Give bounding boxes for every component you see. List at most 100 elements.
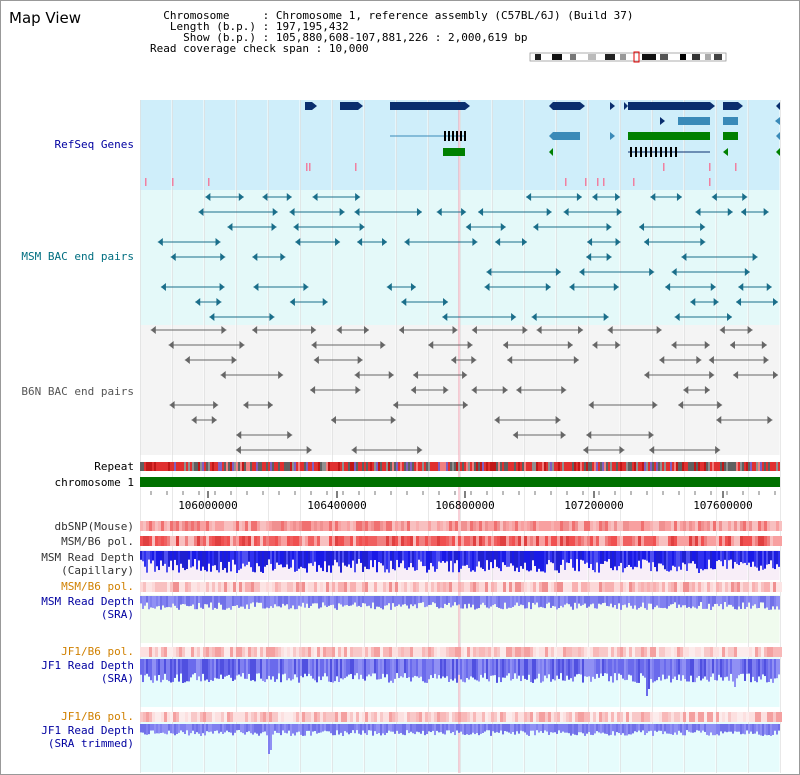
heat-cell bbox=[650, 521, 653, 531]
heat-cell bbox=[749, 712, 752, 722]
heat-cell bbox=[710, 647, 713, 657]
heat-cell bbox=[332, 521, 335, 531]
depth-bar bbox=[470, 724, 472, 735]
depth-bar bbox=[454, 551, 456, 564]
depth-bar bbox=[184, 724, 186, 734]
repeat-element bbox=[734, 462, 736, 471]
repeat-element bbox=[226, 462, 228, 471]
heat-cell bbox=[296, 521, 299, 531]
depth-bar bbox=[758, 659, 760, 677]
heat-cell bbox=[698, 521, 701, 531]
depth-bar bbox=[420, 724, 422, 734]
depth-bar bbox=[184, 659, 186, 683]
heat-cell bbox=[494, 712, 497, 722]
depth-bar bbox=[390, 551, 392, 561]
heat-cell bbox=[212, 712, 215, 722]
gene-arrow bbox=[776, 102, 780, 110]
heat-cell bbox=[731, 521, 734, 531]
depth-bar bbox=[702, 724, 704, 731]
depth-bar bbox=[380, 724, 382, 736]
repeat-element bbox=[706, 462, 708, 471]
depth-bar bbox=[776, 724, 778, 735]
heat-cell bbox=[431, 647, 434, 657]
depth-bar bbox=[150, 596, 152, 608]
depth-bar bbox=[292, 724, 294, 734]
track-label-refseq[interactable]: RefSeq Genes bbox=[54, 138, 134, 151]
depth-bar bbox=[282, 724, 284, 731]
heat-cell bbox=[665, 536, 668, 546]
heat-cell bbox=[389, 521, 392, 531]
depth-bar bbox=[208, 724, 210, 733]
depth-bar bbox=[742, 724, 744, 734]
heat-cell bbox=[503, 521, 506, 531]
depth-bar bbox=[192, 596, 194, 605]
depth-bar bbox=[506, 659, 508, 676]
repeat-element bbox=[468, 462, 470, 471]
heat-cell bbox=[167, 647, 170, 657]
depth-bar bbox=[322, 659, 324, 677]
depth-bar bbox=[274, 659, 276, 682]
repeat-element bbox=[662, 462, 664, 471]
heat-cell bbox=[542, 582, 545, 592]
track-label-b6n-bac[interactable]: B6N BAC end pairs bbox=[21, 385, 134, 398]
depth-bar bbox=[146, 724, 148, 735]
heat-cell bbox=[416, 582, 419, 592]
depth-bar bbox=[766, 551, 768, 565]
repeat-element bbox=[558, 462, 560, 471]
depth-bar bbox=[750, 551, 752, 567]
heat-cell bbox=[152, 647, 155, 657]
heat-cell bbox=[428, 582, 431, 592]
bac-end-left bbox=[209, 313, 215, 321]
depth-bar bbox=[442, 596, 444, 609]
depth-bar bbox=[438, 596, 440, 609]
heat-cell bbox=[368, 712, 371, 722]
heat-cell bbox=[386, 712, 389, 722]
depth-bar bbox=[724, 551, 726, 560]
depth-bar bbox=[752, 724, 754, 734]
depth-bar bbox=[408, 659, 410, 678]
repeat-element bbox=[242, 462, 244, 471]
depth-bar bbox=[446, 724, 448, 731]
gene-exon bbox=[464, 131, 466, 141]
depth-bar bbox=[328, 724, 330, 732]
depth-bar bbox=[748, 551, 750, 563]
depth-bar bbox=[280, 724, 282, 736]
depth-bar bbox=[448, 596, 450, 603]
heat-cell bbox=[278, 582, 281, 592]
depth-bar bbox=[566, 551, 568, 563]
depth-bar bbox=[522, 659, 524, 676]
depth-bar bbox=[246, 596, 248, 605]
gene-arrow bbox=[358, 102, 363, 110]
depth-bar bbox=[686, 724, 688, 731]
depth-bar bbox=[494, 596, 496, 605]
depth-bar bbox=[538, 551, 540, 569]
heat-cell bbox=[143, 521, 146, 531]
bac-end-right bbox=[727, 208, 733, 216]
depth-bar bbox=[648, 724, 650, 732]
depth-bar bbox=[452, 659, 454, 681]
depth-bar bbox=[250, 724, 252, 734]
heat-cell bbox=[680, 712, 683, 722]
depth-bar bbox=[170, 596, 172, 608]
repeat-element bbox=[634, 462, 636, 471]
depth-bar bbox=[198, 596, 200, 604]
depth-bar bbox=[640, 724, 642, 733]
bac-end-left bbox=[674, 313, 680, 321]
depth-bar bbox=[162, 596, 164, 606]
heat-cell bbox=[362, 712, 365, 722]
heat-cell bbox=[527, 582, 530, 592]
depth-bar bbox=[420, 551, 422, 562]
heat-cell bbox=[368, 582, 371, 592]
depth-bar bbox=[608, 659, 610, 682]
heat-cell bbox=[533, 647, 536, 657]
bac-end-right bbox=[219, 283, 225, 291]
heat-cell bbox=[197, 582, 200, 592]
heat-cell bbox=[635, 647, 638, 657]
depth-bar bbox=[754, 551, 756, 567]
heat-cell bbox=[707, 536, 710, 546]
track-label-msm-bac[interactable]: MSM BAC end pairs bbox=[21, 250, 134, 263]
depth-bar bbox=[768, 551, 770, 565]
heat-cell bbox=[389, 712, 392, 722]
heat-cell bbox=[239, 712, 242, 722]
